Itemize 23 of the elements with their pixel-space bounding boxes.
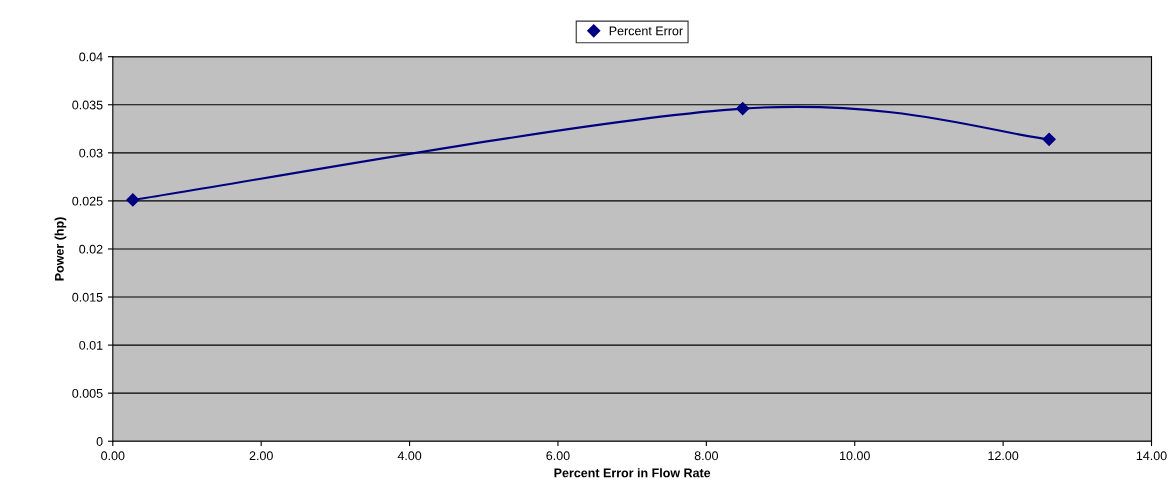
y-tick-label: 0.015 <box>72 292 103 302</box>
y-tick-label: 0.005 <box>72 388 103 398</box>
y-tick-label: 0.025 <box>72 196 103 206</box>
x-tick-label: 2.00 <box>249 451 273 461</box>
y-tick-label: 0.03 <box>79 148 103 158</box>
point <box>736 102 750 116</box>
legend-label: Percent Error <box>609 26 683 36</box>
y-axis-title: Power (hp) <box>54 217 67 281</box>
y-tick-label: 0.02 <box>79 244 103 254</box>
x-axis-title: Percent Error in Flow Rate <box>554 468 711 478</box>
y-tick-label: 0 <box>96 437 103 446</box>
x-tick-label: 10.00 <box>840 451 870 461</box>
x-tick-label: 4.00 <box>397 451 422 461</box>
x-tick-label: 12.00 <box>988 451 1019 461</box>
y-tick-label: 0.04 <box>79 52 103 62</box>
x-tick-label: 6.00 <box>546 451 570 461</box>
x-tick-label: 8.00 <box>694 451 719 461</box>
x-tick-label: 0.00 <box>101 451 125 461</box>
x-tick-label: 14.00 <box>1136 451 1167 461</box>
point <box>1042 132 1056 146</box>
y-tick-label: 0.035 <box>72 100 103 110</box>
y-tick-label: 0.01 <box>79 340 103 350</box>
point <box>126 193 140 207</box>
